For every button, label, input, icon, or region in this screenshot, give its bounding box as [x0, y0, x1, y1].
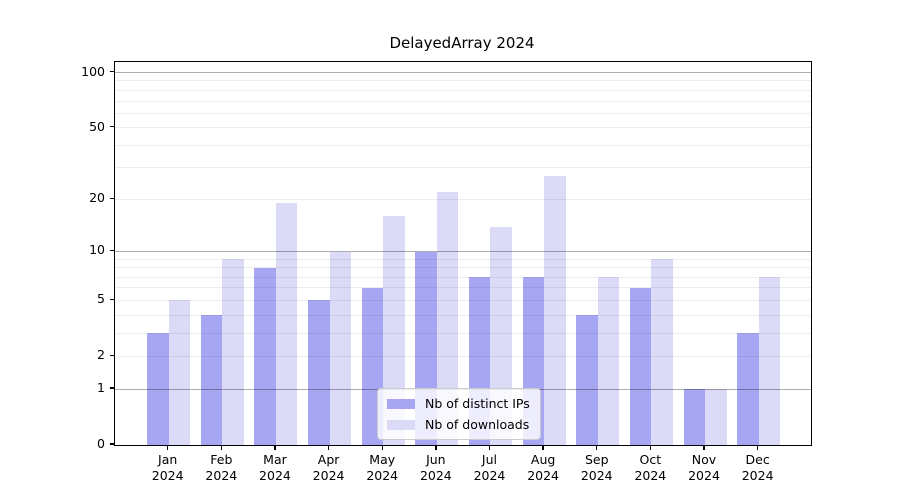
x-tick-mark-jul: [488, 445, 491, 450]
x-tick-label-mar: Mar 2024: [259, 452, 291, 483]
y-tick-mark-5: [109, 298, 114, 301]
x-tick-label-jun: Jun 2024: [419, 452, 452, 483]
y-tick-mark-0: [109, 443, 114, 445]
gridline-40: [115, 144, 811, 146]
y-tick-label-100: 100: [81, 63, 105, 79]
gridline-2: [115, 355, 811, 357]
bar-distinct-ips-nov: [683, 389, 705, 445]
legend-row-distinct-ips: Nb of distinct IPs: [387, 396, 530, 411]
plot-area: [114, 61, 812, 446]
y-tick-label-1: 1: [97, 380, 105, 396]
x-tick-mark-sep: [596, 445, 598, 450]
y-tick-label-50: 50: [89, 118, 105, 134]
gridline-30: [115, 167, 811, 169]
bar-downloads-may: [383, 216, 405, 445]
x-tick-label-feb: Feb 2024: [205, 452, 238, 483]
bar-downloads-dec: [758, 277, 781, 445]
bar-downloads-aug: [544, 176, 566, 445]
legend: Nb of distinct IPs Nb of downloads: [377, 388, 541, 440]
gridline-9: [115, 258, 811, 260]
y-tick-mark-1: [109, 387, 114, 389]
x-tick-mark-mar: [274, 445, 276, 450]
x-tick-label-apr: Apr 2024: [312, 452, 345, 483]
gridline-5: [115, 299, 811, 301]
bar-downloads-apr: [329, 251, 352, 445]
y-tick-label-20: 20: [89, 190, 105, 206]
bar-distinct-ips-sep: [576, 315, 598, 445]
legend-swatch-distinct-ips: [387, 398, 415, 409]
gridline-60: [115, 112, 811, 114]
gridline-90: [115, 80, 811, 82]
x-tick-label-nov: Nov 2024: [688, 452, 720, 483]
gridline-8: [115, 267, 811, 269]
chart-title: DelayedArray 2024: [389, 34, 535, 52]
x-tick-label-may: May 2024: [366, 452, 399, 483]
gridline-7: [115, 276, 811, 278]
x-tick-label-sep: Sep 2024: [580, 452, 613, 483]
gridline-100: [115, 72, 811, 74]
gridline-50: [115, 127, 811, 129]
x-tick-label-dec: Dec 2024: [741, 452, 774, 483]
x-tick-mark-jun: [435, 445, 437, 450]
bar-downloads-mar: [275, 203, 298, 445]
x-tick-label-aug: Aug 2024: [527, 452, 560, 483]
y-tick-mark-100: [109, 70, 114, 73]
bar-downloads-jan: [168, 300, 191, 445]
gridline-80: [115, 89, 811, 91]
bar-downloads-oct: [651, 259, 673, 445]
gridline-20: [115, 198, 811, 200]
y-tick-mark-20: [109, 197, 114, 199]
bar-distinct-ips-mar: [254, 267, 276, 445]
gridline-4: [115, 314, 811, 316]
x-tick-mark-nov: [703, 445, 705, 450]
x-tick-mark-aug: [542, 445, 544, 450]
bar-distinct-ips-jan: [147, 333, 169, 445]
x-tick-mark-jan: [167, 445, 169, 450]
x-tick-mark-may: [381, 445, 383, 450]
x-tick-label-jul: Jul 2024: [473, 452, 506, 483]
x-tick-label-oct: Oct 2024: [634, 452, 667, 483]
bar-downloads-sep: [597, 277, 620, 445]
y-tick-mark-10: [109, 249, 114, 252]
gridline-6: [115, 287, 811, 289]
gridline-3: [115, 332, 811, 334]
bar-distinct-ips-dec: [737, 333, 759, 445]
x-tick-mark-apr: [327, 445, 330, 450]
y-tick-label-0: 0: [97, 436, 105, 451]
x-tick-mark-dec: [756, 445, 759, 450]
legend-swatch-downloads: [387, 419, 415, 430]
bar-downloads-feb: [222, 259, 244, 445]
bar-distinct-ips-feb: [200, 315, 223, 445]
y-tick-label-5: 5: [97, 291, 105, 307]
gridline-70: [115, 100, 811, 102]
legend-row-downloads: Nb of downloads: [387, 417, 530, 432]
x-tick-mark-oct: [649, 445, 652, 450]
bar-distinct-ips-apr: [308, 300, 330, 445]
y-tick-label-2: 2: [97, 347, 105, 363]
legend-label-distinct-ips: Nb of distinct IPs: [425, 396, 530, 411]
bar-distinct-ips-oct: [629, 288, 652, 445]
bar-downloads-nov: [705, 389, 727, 445]
x-tick-label-jan: Jan 2024: [151, 452, 184, 483]
bar-downloads-jun: [436, 192, 459, 445]
y-tick-mark-50: [109, 126, 114, 128]
legend-label-downloads: Nb of downloads: [425, 417, 530, 432]
y-tick-mark-2: [109, 354, 114, 357]
y-tick-label-10: 10: [89, 242, 105, 258]
gridline-10: [115, 251, 811, 252]
x-tick-mark-feb: [220, 445, 223, 450]
